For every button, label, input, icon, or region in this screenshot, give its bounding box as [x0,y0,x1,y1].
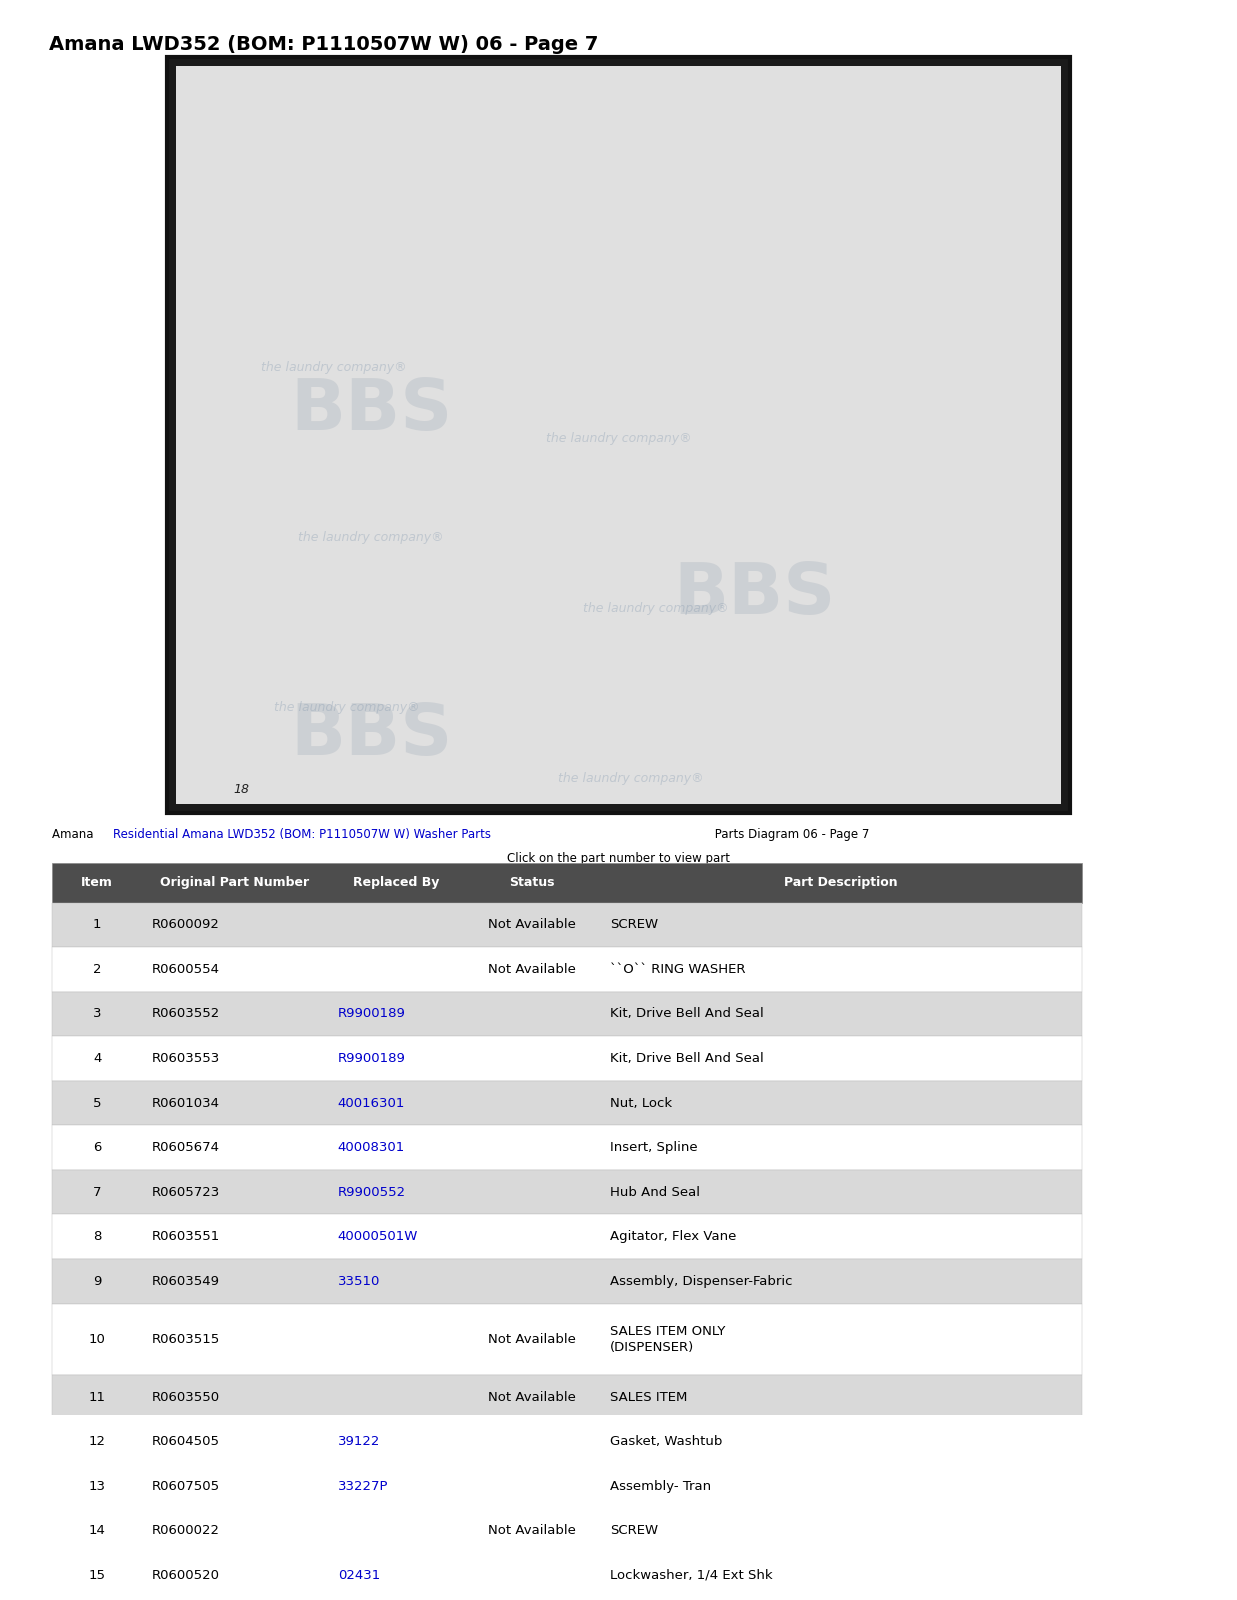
Text: Not Available: Not Available [487,1390,576,1403]
Text: SALES ITEM: SALES ITEM [610,1390,688,1403]
Text: ``O`` RING WASHER: ``O`` RING WASHER [610,963,746,976]
Text: 14: 14 [89,1525,105,1538]
Text: Replaced By: Replaced By [353,877,439,890]
Text: 4: 4 [93,1053,101,1066]
Text: Item: Item [82,877,113,890]
Text: Lockwasher, 1/4 Ext Shk: Lockwasher, 1/4 Ext Shk [610,1570,772,1582]
Text: 10: 10 [89,1333,105,1346]
Text: 40016301: 40016301 [338,1096,404,1109]
Text: R0601034: R0601034 [152,1096,220,1109]
FancyBboxPatch shape [52,1598,1082,1600]
Text: Not Available: Not Available [487,1525,576,1538]
Text: R0600022: R0600022 [152,1525,220,1538]
Text: the laundry company®: the laundry company® [546,432,691,445]
Text: Amana: Amana [52,827,98,840]
Text: Gasket, Washtub: Gasket, Washtub [610,1435,722,1448]
Text: 15: 15 [89,1570,105,1582]
Text: Residential Amana LWD352 (BOM: P1110507W W) Washer Parts: Residential Amana LWD352 (BOM: P1110507W… [113,827,491,840]
Text: 7: 7 [93,1186,101,1198]
FancyBboxPatch shape [52,1509,1082,1554]
Text: R0607505: R0607505 [152,1480,220,1493]
Text: Kit, Drive Bell And Seal: Kit, Drive Bell And Seal [610,1053,763,1066]
FancyBboxPatch shape [167,56,1070,813]
Text: Parts Diagram 06 - Page 7: Parts Diagram 06 - Page 7 [711,827,870,840]
Text: 33227P: 33227P [338,1480,388,1493]
Text: BBS: BBS [289,376,453,445]
Text: R0600520: R0600520 [152,1570,220,1582]
FancyBboxPatch shape [52,1037,1082,1082]
FancyBboxPatch shape [52,1082,1082,1125]
Text: R0603553: R0603553 [152,1053,220,1066]
Text: the laundry company®: the laundry company® [583,602,729,614]
Text: the laundry company®: the laundry company® [558,771,704,784]
Text: Click on the part number to view part: Click on the part number to view part [507,851,730,864]
FancyBboxPatch shape [52,1464,1082,1509]
Text: R9900189: R9900189 [338,1053,406,1066]
FancyBboxPatch shape [52,947,1082,992]
Text: 3: 3 [93,1008,101,1021]
Text: R0603551: R0603551 [152,1230,220,1243]
Text: R0604505: R0604505 [152,1435,220,1448]
Text: BBS: BBS [673,560,836,629]
Text: Nut, Lock: Nut, Lock [610,1096,672,1109]
Text: 39122: 39122 [338,1435,380,1448]
Text: R0600092: R0600092 [152,918,220,931]
Text: R0603552: R0603552 [152,1008,220,1021]
FancyBboxPatch shape [52,1125,1082,1170]
FancyBboxPatch shape [52,1170,1082,1214]
Text: 2: 2 [93,963,101,976]
Text: Assembly- Tran: Assembly- Tran [610,1480,711,1493]
Text: BBS: BBS [289,701,453,770]
Text: R9900552: R9900552 [338,1186,406,1198]
Text: 18: 18 [234,784,249,797]
Text: Amana LWD352 (BOM: P1110507W W) 06 - Page 7: Amana LWD352 (BOM: P1110507W W) 06 - Pag… [49,35,599,54]
Text: Status: Status [510,877,554,890]
Text: SCREW: SCREW [610,1525,658,1538]
Text: 40000501W: 40000501W [338,1230,418,1243]
Text: 11: 11 [89,1390,105,1403]
FancyBboxPatch shape [52,902,1082,947]
FancyBboxPatch shape [52,1259,1082,1304]
Text: R9900189: R9900189 [338,1008,406,1021]
Text: 33510: 33510 [338,1275,380,1288]
Text: R0603515: R0603515 [152,1333,220,1346]
Text: the laundry company®: the laundry company® [298,531,444,544]
Text: Original Part Number: Original Part Number [161,877,309,890]
Text: R0605723: R0605723 [152,1186,220,1198]
Text: 12: 12 [89,1435,105,1448]
Text: Hub And Seal: Hub And Seal [610,1186,700,1198]
FancyBboxPatch shape [52,1304,1082,1374]
Text: SCREW: SCREW [610,918,658,931]
Text: SALES ITEM ONLY
(DISPENSER): SALES ITEM ONLY (DISPENSER) [610,1325,725,1354]
Text: 1: 1 [93,918,101,931]
Text: 6: 6 [93,1141,101,1154]
FancyBboxPatch shape [176,67,1061,803]
Text: 13: 13 [89,1480,105,1493]
Text: R0600554: R0600554 [152,963,220,976]
Text: 9: 9 [93,1275,101,1288]
Text: 02431: 02431 [338,1570,380,1582]
Text: Kit, Drive Bell And Seal: Kit, Drive Bell And Seal [610,1008,763,1021]
Text: Not Available: Not Available [487,918,576,931]
Text: 8: 8 [93,1230,101,1243]
Text: the laundry company®: the laundry company® [273,701,419,714]
FancyBboxPatch shape [52,1554,1082,1598]
Text: R0605674: R0605674 [152,1141,220,1154]
FancyBboxPatch shape [52,862,1082,902]
Text: Assembly, Dispenser-Fabric: Assembly, Dispenser-Fabric [610,1275,793,1288]
Text: R0603550: R0603550 [152,1390,220,1403]
Text: Part Description: Part Description [784,877,898,890]
Text: Insert, Spline: Insert, Spline [610,1141,698,1154]
FancyBboxPatch shape [52,1214,1082,1259]
Text: 40008301: 40008301 [338,1141,404,1154]
Text: Not Available: Not Available [487,963,576,976]
Text: Not Available: Not Available [487,1333,576,1346]
Text: Agitator, Flex Vane: Agitator, Flex Vane [610,1230,736,1243]
FancyBboxPatch shape [52,992,1082,1037]
Text: 5: 5 [93,1096,101,1109]
FancyBboxPatch shape [52,1374,1082,1419]
Text: R0603549: R0603549 [152,1275,220,1288]
Text: the laundry company®: the laundry company® [261,362,407,374]
FancyBboxPatch shape [52,1419,1082,1464]
